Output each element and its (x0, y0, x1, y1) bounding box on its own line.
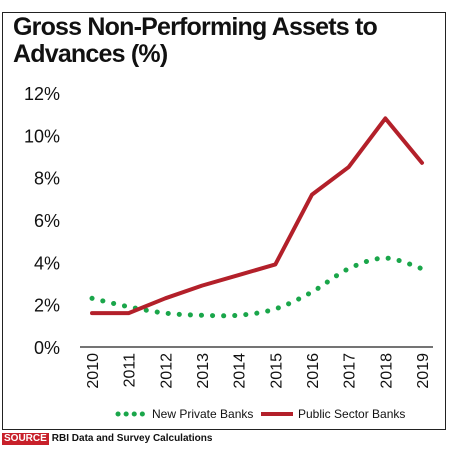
x-tick-label: 2011 (122, 353, 139, 388)
legend-label-new-private-banks: New Private Banks (152, 407, 253, 421)
x-tick-label: 2013 (195, 353, 212, 389)
legend-label-public-sector-banks: Public Sector Banks (298, 407, 405, 421)
x-tick-label: 2017 (342, 353, 359, 389)
x-tick-label: 2014 (232, 353, 249, 389)
x-tick-label: 2016 (305, 353, 322, 389)
y-tick-label: 2% (34, 296, 60, 316)
y-tick-label: 10% (24, 126, 60, 146)
y-tick-label: 12% (24, 84, 60, 104)
y-tick-label: 0% (34, 338, 60, 358)
y-tick-label: 4% (34, 253, 60, 273)
series-public-sector-banks-line (90, 116, 424, 316)
x-tick-label: 2018 (378, 353, 395, 389)
x-tick-label: 2012 (158, 353, 175, 389)
x-tick-label: 2015 (268, 353, 285, 389)
x-tick-label: 2010 (85, 353, 102, 389)
chart-frame (2, 12, 446, 430)
source-tag: SOURCE (2, 433, 49, 445)
chart-title: Gross Non-Performing Assets to Advances … (13, 13, 378, 68)
y-tick-label: 6% (34, 211, 60, 231)
source-note: SOURCE RBI Data and Survey Calculations (2, 433, 212, 445)
x-tick-label: 2019 (415, 353, 432, 389)
series-new-private-banks-line (89, 255, 425, 319)
y-tick-label: 8% (34, 169, 60, 189)
source-text: RBI Data and Survey Calculations (51, 433, 213, 444)
